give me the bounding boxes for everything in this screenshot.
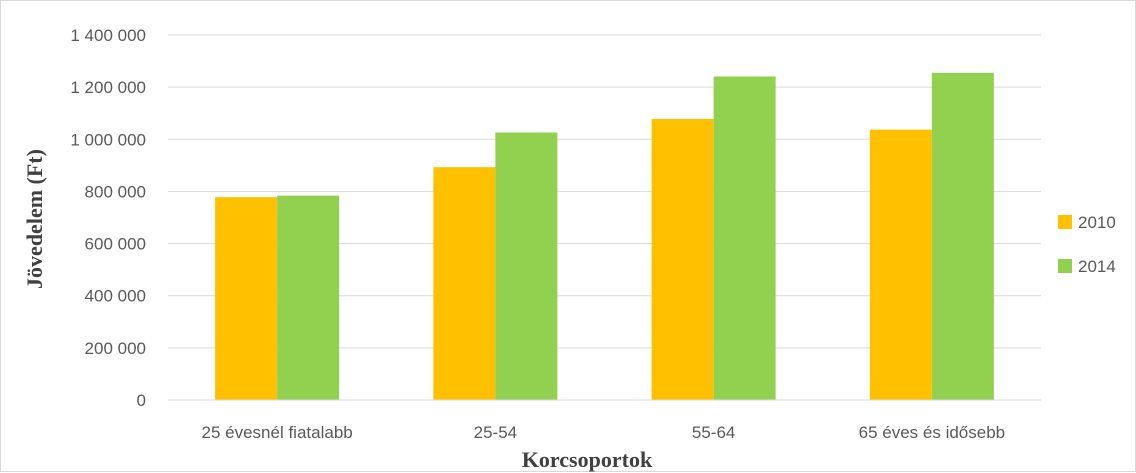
legend-label-2014: 2014 bbox=[1078, 257, 1116, 276]
legend: 2010 2014 bbox=[1058, 213, 1116, 276]
y-tick-label: 1 200 000 bbox=[70, 78, 146, 97]
y-axis-title: Jövedelem (Ft) bbox=[22, 149, 47, 289]
bar-2014-3 bbox=[713, 76, 776, 400]
y-tick-label: 1 400 000 bbox=[70, 26, 146, 45]
y-tick-label: 400 000 bbox=[85, 287, 146, 306]
x-axis-ticks: 25 évesnél fiatalabb 25-54 55-64 65 éves és… bbox=[202, 423, 1006, 442]
bar-2014-1 bbox=[277, 195, 340, 400]
bar-2014-2 bbox=[495, 132, 558, 400]
x-tick-label: 25-54 bbox=[474, 423, 517, 442]
y-axis-ticks: 0 200 000 400 000 600 000 800 000 1 000 000 1 … bbox=[70, 26, 146, 410]
legend-label-2010: 2010 bbox=[1078, 213, 1116, 232]
y-tick-label: 1 000 000 bbox=[70, 130, 146, 149]
x-axis-title: Korcsoportok bbox=[522, 447, 653, 472]
bar-2014-4 bbox=[931, 72, 994, 400]
y-tick-label: 600 000 bbox=[85, 235, 146, 254]
y-tick-label: 200 000 bbox=[85, 339, 146, 358]
y-tick-label: 0 bbox=[137, 391, 146, 410]
x-tick-label: 65 éves és idősebb bbox=[859, 423, 1006, 442]
legend-swatch-2010 bbox=[1058, 215, 1072, 229]
bar-2010-2 bbox=[433, 167, 496, 400]
x-tick-label: 55-64 bbox=[692, 423, 735, 442]
x-tick-label: 25 évesnél fiatalabb bbox=[202, 423, 353, 442]
y-tick-label: 800 000 bbox=[85, 182, 146, 201]
bars bbox=[215, 72, 994, 400]
bar-2010-4 bbox=[869, 129, 932, 400]
legend-swatch-2014 bbox=[1058, 259, 1072, 273]
bar-2010-3 bbox=[651, 118, 714, 400]
bar-2010-1 bbox=[215, 197, 278, 400]
